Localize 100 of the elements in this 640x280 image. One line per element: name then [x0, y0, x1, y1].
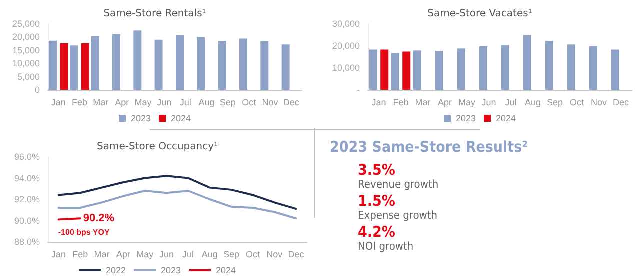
x-tick-label: Jan [372, 98, 386, 108]
bar [567, 44, 576, 90]
x-tick-label: Sep [546, 98, 564, 108]
x-tick-label: Nov [266, 250, 284, 260]
x-tick-label: Mar [94, 250, 110, 260]
bar [260, 41, 269, 90]
bar [479, 46, 488, 90]
x-tick-label: Mar [93, 98, 109, 108]
bar [48, 40, 57, 90]
bar [413, 50, 422, 90]
x-tick-label: May [458, 98, 476, 108]
x-tick-label: Jun [157, 98, 172, 108]
text: 1.5% [358, 192, 396, 210]
x-tick-label: Aug [524, 98, 542, 108]
x-tick-label: Jul [505, 98, 517, 108]
y-tick-label: 92.0% [14, 194, 40, 204]
x-tick-label: Apr [115, 98, 130, 108]
legend-label: 2024 [496, 114, 516, 124]
text: Revenue growth [358, 178, 440, 191]
legend-label: 2023 [160, 266, 182, 276]
y-tick-label: 15,000 [12, 45, 40, 56]
bar [523, 35, 532, 90]
bar [60, 44, 68, 90]
bar [81, 44, 90, 90]
x-tick-label: May [136, 250, 154, 260]
y-tick-label: 30,000 [332, 19, 360, 29]
y-tick-label: 0 [34, 85, 40, 95]
bar [380, 50, 389, 90]
x-tick-label: Feb [72, 98, 88, 108]
x-tick-label: Aug [202, 250, 218, 260]
x-tick-label: Nov [262, 98, 279, 108]
y-tick-label: 10,000 [12, 58, 40, 69]
y-tick-label: 96.0% [14, 152, 40, 162]
x-tick-label: Dec [283, 98, 300, 108]
x-tick-label: Apr [116, 250, 131, 260]
x-tick-label: Sep [220, 98, 236, 108]
bar [391, 53, 400, 90]
x-tick-label: Oct [246, 250, 261, 260]
y-tick-label: - [357, 85, 360, 95]
text: NOI growth [358, 240, 415, 253]
legend-label: 2023 [130, 114, 152, 124]
bar [545, 41, 554, 90]
bar [134, 30, 142, 90]
y-tick-label: 25,000 [12, 19, 40, 29]
bar [611, 50, 620, 90]
line-series [58, 175, 298, 210]
bar [176, 35, 184, 90]
bar [435, 51, 444, 90]
y-tick-label: 5,000 [17, 72, 40, 82]
x-tick-label: May [134, 98, 152, 108]
chart-title: Same-Store Vacates¹ [428, 8, 532, 20]
bar [197, 37, 206, 90]
y-tick-label: 10,000 [332, 63, 360, 73]
bar [70, 46, 78, 90]
y-tick-label: 94.0% [14, 173, 40, 184]
bar [218, 41, 226, 90]
bar [501, 45, 510, 90]
x-tick-label: Sep [223, 250, 240, 260]
legend-label: 2023 [456, 114, 476, 124]
text: 3.5% [358, 161, 396, 179]
bar [282, 44, 290, 90]
x-tick-label: Oct [242, 98, 257, 108]
x-tick-label: Jun [159, 250, 174, 260]
x-tick-label: Jul [182, 250, 194, 260]
y-tick-label: 88.0% [14, 237, 40, 247]
legend-label: 2024 [216, 266, 236, 276]
bar [369, 50, 378, 90]
x-tick-label: Dec [612, 98, 630, 108]
bar [589, 46, 598, 90]
legend-label: 2024 [171, 114, 192, 124]
text: 4.2% [358, 223, 396, 241]
chart-title: Same-Store Occupancy¹ [96, 142, 218, 152]
x-tick-label: Nov [590, 98, 608, 108]
y-tick-label: 20,000 [12, 32, 40, 42]
bar [457, 48, 466, 90]
x-tick-label: Feb [72, 250, 88, 260]
annotation: 90.2% [83, 212, 115, 225]
x-tick-label: Mar [415, 98, 431, 108]
chart-title: Same-Store Rentals¹ [104, 8, 206, 20]
x-tick-label: Jul [180, 98, 192, 108]
text: Expense growth [358, 209, 439, 222]
x-tick-label: Jan [52, 250, 66, 260]
bar [402, 52, 411, 90]
annotation: -100 bps YOY [58, 228, 110, 238]
x-tick-label: Aug [198, 98, 215, 108]
bar [154, 40, 163, 90]
x-tick-label: Oct [570, 98, 584, 108]
x-tick-label: Jun [482, 98, 496, 108]
bar [239, 38, 248, 90]
x-tick-label: Feb [393, 98, 409, 108]
line-series [58, 190, 298, 220]
x-tick-label: Jan [51, 98, 66, 108]
x-tick-label: Apr [438, 98, 452, 108]
bar [112, 34, 120, 90]
y-tick-label: 90.0% [14, 216, 40, 226]
bar [91, 36, 100, 90]
legend-label: 2022 [106, 266, 126, 276]
text: 2023 Same-Store Results² [330, 138, 530, 156]
y-tick-label: 20,000 [332, 41, 360, 51]
x-tick-label: Dec [288, 250, 305, 260]
